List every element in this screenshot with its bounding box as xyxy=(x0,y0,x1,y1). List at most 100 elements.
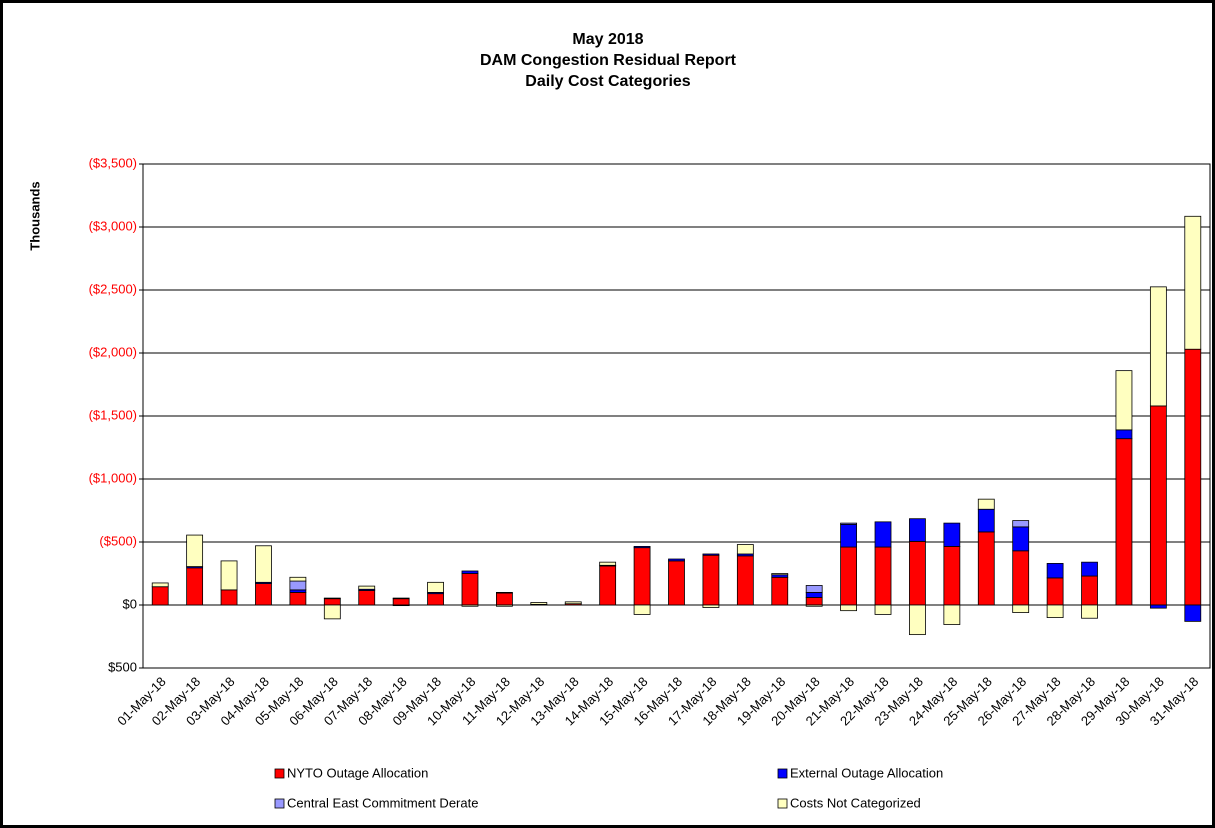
bar-segment xyxy=(805,597,823,606)
bar-segment xyxy=(874,604,892,615)
y-tick-label: $0 xyxy=(123,596,137,611)
bar-segment xyxy=(1115,370,1133,431)
bar-segment xyxy=(220,560,238,591)
legend-label: NYTO Outage Allocation xyxy=(287,765,428,780)
y-tick-label: ($500) xyxy=(99,533,137,548)
bar-segment xyxy=(1012,550,1030,606)
bar-segment xyxy=(840,523,857,548)
bar-segment xyxy=(909,518,926,542)
y-axis-label: Thousands xyxy=(27,181,42,250)
bar-segment xyxy=(496,604,513,607)
bar-segment xyxy=(255,545,272,583)
bar-segment xyxy=(805,604,823,607)
legend-label: Central East Commitment Derate xyxy=(287,795,478,810)
bar-segment xyxy=(977,531,995,606)
bar-segment xyxy=(1046,577,1064,606)
bar-segment xyxy=(874,546,892,606)
bar-segment xyxy=(702,553,720,556)
bar-segment xyxy=(909,604,926,636)
bar-segment xyxy=(323,597,341,600)
bar-segment xyxy=(668,560,685,606)
bar-segment xyxy=(977,508,995,533)
bar-segment xyxy=(633,604,651,615)
legend-label: Costs Not Categorized xyxy=(790,795,921,810)
bar-segment xyxy=(151,582,169,588)
bar-segment xyxy=(1149,604,1167,609)
bar-segment xyxy=(874,521,892,548)
bar-segment xyxy=(633,546,651,549)
bar-segment xyxy=(977,498,995,510)
legend-swatch xyxy=(777,768,788,779)
bar-segment xyxy=(1081,575,1098,606)
bar-segment xyxy=(805,585,823,593)
y-tick-label: ($2,000) xyxy=(89,344,137,359)
bar-segment xyxy=(771,576,789,606)
bar-segment xyxy=(255,583,272,606)
bar-segment xyxy=(840,604,857,612)
bar-segment xyxy=(1184,215,1202,350)
bar-segment xyxy=(702,604,720,608)
bar-segment xyxy=(1081,561,1098,577)
bar-segment xyxy=(461,604,479,607)
bar-segment xyxy=(840,522,857,525)
bar-segment xyxy=(943,604,961,625)
y-tick-label: ($3,000) xyxy=(89,218,137,233)
bar-segment xyxy=(1184,348,1202,606)
bar-segment xyxy=(289,580,307,591)
bar-segment xyxy=(530,602,548,605)
y-tick-label: ($1,500) xyxy=(89,407,137,422)
bar-segment xyxy=(289,592,307,606)
bar-segment xyxy=(599,565,617,606)
bar-segment xyxy=(1046,563,1064,579)
bar-segment xyxy=(427,593,444,606)
legend-swatch xyxy=(274,768,285,779)
legend-swatch xyxy=(777,798,788,809)
bar-segment xyxy=(840,546,857,606)
bar-segment xyxy=(323,598,341,606)
bar-segment xyxy=(564,601,582,605)
bar-segment xyxy=(702,554,720,606)
bar-segment xyxy=(1012,604,1030,613)
bar-segment xyxy=(151,586,169,606)
bar-segment xyxy=(909,540,926,606)
bar-segment xyxy=(736,544,754,555)
bar-segment xyxy=(1115,429,1133,440)
y-tick-label: ($3,500) xyxy=(89,155,137,170)
bar-segment xyxy=(805,592,823,598)
bar-segment xyxy=(1149,286,1167,407)
bar-segment xyxy=(599,561,617,566)
bar-segment xyxy=(392,598,410,606)
bar-segment xyxy=(1184,604,1202,622)
bar-segment xyxy=(1046,604,1064,619)
bar-segment xyxy=(392,597,410,600)
bar-segment xyxy=(220,589,238,606)
bar-segment xyxy=(668,558,685,562)
bar-segment xyxy=(943,522,961,547)
chart-title: DAM Congestion Residual Report xyxy=(480,52,737,69)
bar-segment xyxy=(358,585,376,590)
bar-segment xyxy=(186,534,204,567)
chart-title: May 2018 xyxy=(572,31,643,48)
legend-label: External Outage Allocation xyxy=(790,765,943,780)
bar-segment xyxy=(289,576,307,582)
bar-segment xyxy=(186,567,204,606)
bar-segment xyxy=(496,592,513,606)
bar-segment xyxy=(1012,526,1030,552)
legend-swatch xyxy=(274,798,285,809)
bar-segment xyxy=(496,592,513,594)
bar-segment xyxy=(736,555,754,606)
bar-segment xyxy=(1012,520,1030,528)
bar-segment xyxy=(633,547,651,606)
bar-segment xyxy=(323,604,341,620)
y-tick-label: ($2,500) xyxy=(89,281,137,296)
bar-segment xyxy=(392,604,410,607)
y-tick-label: ($1,000) xyxy=(89,470,137,485)
bar-segment xyxy=(461,573,479,606)
bar-segment xyxy=(943,546,961,606)
bar-segment xyxy=(1115,438,1133,606)
bar-segment xyxy=(427,581,444,593)
bar-segment xyxy=(1149,405,1167,606)
bar-segment xyxy=(771,573,789,576)
